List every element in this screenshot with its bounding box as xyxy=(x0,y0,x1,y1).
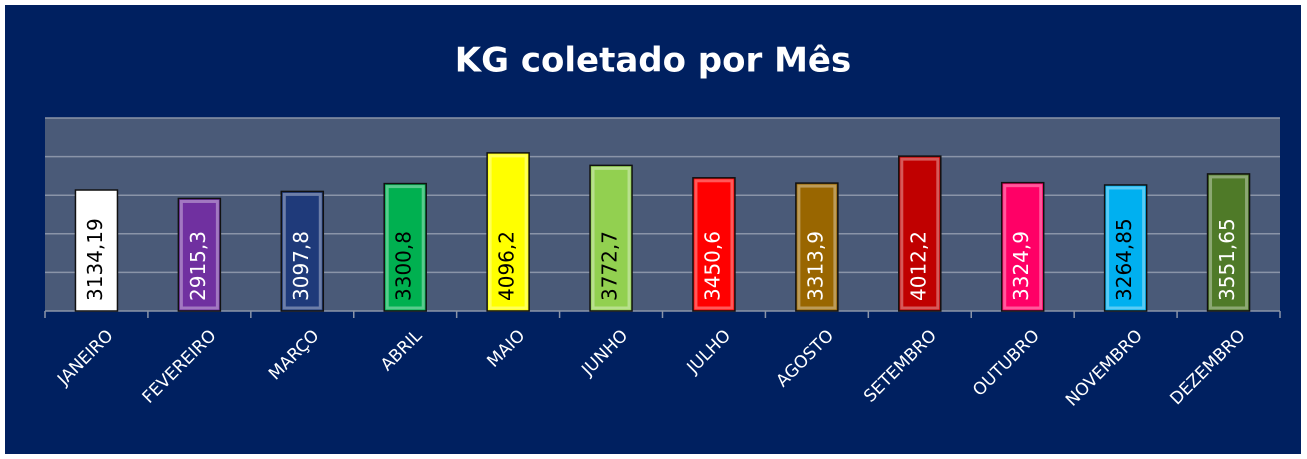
bar xyxy=(486,152,530,312)
bar-bevel xyxy=(900,157,940,310)
bar-bevel xyxy=(1209,175,1249,310)
bar-bevel xyxy=(488,154,528,310)
bar-bevel xyxy=(1106,186,1146,310)
value-label: 3134,19 xyxy=(83,218,107,301)
value-label: 3300,8 xyxy=(392,231,416,301)
bar xyxy=(1103,184,1148,312)
bar-bevel xyxy=(282,192,322,310)
bar xyxy=(589,164,633,312)
bar xyxy=(1000,181,1045,312)
value-label: 3264,85 xyxy=(1112,218,1136,301)
bar xyxy=(74,189,119,312)
value-label: 3324,9 xyxy=(1009,231,1033,301)
bar xyxy=(280,190,325,312)
bar xyxy=(383,182,427,312)
bar xyxy=(177,197,222,312)
value-label: 3313,9 xyxy=(803,231,827,301)
bar-bevel xyxy=(797,184,837,310)
bar-bevel xyxy=(385,185,425,310)
bar xyxy=(795,182,839,312)
value-label: 4012,2 xyxy=(906,231,930,301)
bar-bevel xyxy=(694,179,734,310)
bar-bevel xyxy=(1003,184,1043,310)
bar xyxy=(692,177,736,312)
bar xyxy=(898,155,942,312)
value-label: 4096,2 xyxy=(495,231,519,301)
value-label: 3772,7 xyxy=(598,231,622,301)
plot-area xyxy=(45,118,1280,311)
value-label: 3551,65 xyxy=(1215,218,1239,301)
value-label: 3450,6 xyxy=(700,231,724,301)
value-label: 2915,3 xyxy=(186,231,210,301)
bar xyxy=(1206,173,1251,312)
bar-bevel xyxy=(591,166,631,310)
bar-bevel xyxy=(179,199,219,310)
value-label: 3097,8 xyxy=(289,231,313,301)
bar-bevel xyxy=(76,191,116,310)
chart-title: KG coletado por Mês xyxy=(455,41,851,81)
